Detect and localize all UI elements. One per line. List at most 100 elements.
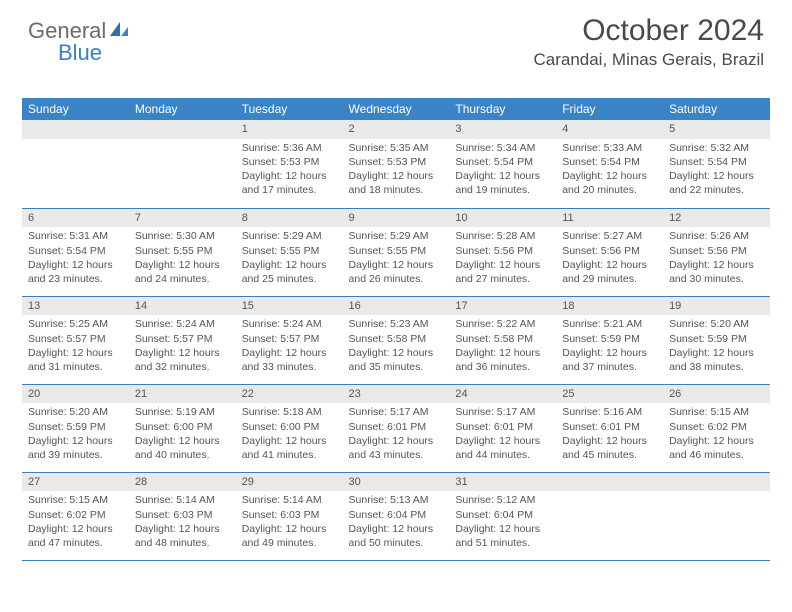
daylight-text-line2: and 39 minutes. <box>28 448 123 462</box>
day-number: 25 <box>556 385 663 404</box>
sunset-text: Sunset: 6:04 PM <box>455 508 550 522</box>
calendar-cell: 17Sunrise: 5:22 AMSunset: 5:58 PMDayligh… <box>449 296 556 384</box>
sunset-text: Sunset: 5:57 PM <box>242 332 337 346</box>
day-number: 11 <box>556 209 663 228</box>
sunrise-text: Sunrise: 5:19 AM <box>135 405 230 419</box>
weekday-wednesday: Wednesday <box>343 98 450 120</box>
sunset-text: Sunset: 6:02 PM <box>28 508 123 522</box>
daylight-text-line1: Daylight: 12 hours <box>669 258 764 272</box>
day-number: 20 <box>22 385 129 404</box>
day-body: Sunrise: 5:26 AMSunset: 5:56 PMDaylight:… <box>663 227 770 290</box>
daylight-text-line2: and 17 minutes. <box>242 183 337 197</box>
calendar-cell: 23Sunrise: 5:17 AMSunset: 6:01 PMDayligh… <box>343 384 450 472</box>
calendar-cell: 14Sunrise: 5:24 AMSunset: 5:57 PMDayligh… <box>129 296 236 384</box>
sunrise-text: Sunrise: 5:21 AM <box>562 317 657 331</box>
sunrise-text: Sunrise: 5:15 AM <box>669 405 764 419</box>
sunset-text: Sunset: 6:02 PM <box>669 420 764 434</box>
daylight-text-line1: Daylight: 12 hours <box>28 258 123 272</box>
sunrise-text: Sunrise: 5:27 AM <box>562 229 657 243</box>
day-number-empty <box>22 120 129 139</box>
sunset-text: Sunset: 5:55 PM <box>349 244 444 258</box>
sunrise-text: Sunrise: 5:29 AM <box>242 229 337 243</box>
daylight-text-line2: and 44 minutes. <box>455 448 550 462</box>
sunrise-text: Sunrise: 5:28 AM <box>455 229 550 243</box>
sunrise-text: Sunrise: 5:15 AM <box>28 493 123 507</box>
day-body: Sunrise: 5:35 AMSunset: 5:53 PMDaylight:… <box>343 139 450 202</box>
sunrise-text: Sunrise: 5:32 AM <box>669 141 764 155</box>
sunset-text: Sunset: 6:01 PM <box>562 420 657 434</box>
sunrise-text: Sunrise: 5:20 AM <box>669 317 764 331</box>
day-body: Sunrise: 5:31 AMSunset: 5:54 PMDaylight:… <box>22 227 129 290</box>
daylight-text-line1: Daylight: 12 hours <box>455 346 550 360</box>
calendar-cell: 3Sunrise: 5:34 AMSunset: 5:54 PMDaylight… <box>449 120 556 208</box>
day-body: Sunrise: 5:21 AMSunset: 5:59 PMDaylight:… <box>556 315 663 378</box>
daylight-text-line2: and 41 minutes. <box>242 448 337 462</box>
calendar-cell: 15Sunrise: 5:24 AMSunset: 5:57 PMDayligh… <box>236 296 343 384</box>
day-number: 8 <box>236 209 343 228</box>
calendar-cell: 27Sunrise: 5:15 AMSunset: 6:02 PMDayligh… <box>22 472 129 560</box>
calendar-week-row: 1Sunrise: 5:36 AMSunset: 5:53 PMDaylight… <box>22 120 770 208</box>
calendar-cell: 30Sunrise: 5:13 AMSunset: 6:04 PMDayligh… <box>343 472 450 560</box>
sunrise-text: Sunrise: 5:23 AM <box>349 317 444 331</box>
daylight-text-line1: Daylight: 12 hours <box>349 169 444 183</box>
daylight-text-line2: and 45 minutes. <box>562 448 657 462</box>
calendar-cell: 22Sunrise: 5:18 AMSunset: 6:00 PMDayligh… <box>236 384 343 472</box>
calendar-cell: 1Sunrise: 5:36 AMSunset: 5:53 PMDaylight… <box>236 120 343 208</box>
day-number: 1 <box>236 120 343 139</box>
daylight-text-line2: and 23 minutes. <box>28 272 123 286</box>
calendar-cell: 11Sunrise: 5:27 AMSunset: 5:56 PMDayligh… <box>556 208 663 296</box>
sunset-text: Sunset: 5:59 PM <box>28 420 123 434</box>
month-title: October 2024 <box>533 14 764 48</box>
daylight-text-line1: Daylight: 12 hours <box>669 169 764 183</box>
weekday-sunday: Sunday <box>22 98 129 120</box>
sunset-text: Sunset: 5:58 PM <box>455 332 550 346</box>
calendar-cell <box>663 472 770 560</box>
day-number: 24 <box>449 385 556 404</box>
sunrise-text: Sunrise: 5:26 AM <box>669 229 764 243</box>
daylight-text-line2: and 51 minutes. <box>455 536 550 550</box>
day-number: 21 <box>129 385 236 404</box>
day-body: Sunrise: 5:14 AMSunset: 6:03 PMDaylight:… <box>129 491 236 554</box>
daylight-text-line2: and 32 minutes. <box>135 360 230 374</box>
sunrise-text: Sunrise: 5:16 AM <box>562 405 657 419</box>
sunrise-text: Sunrise: 5:35 AM <box>349 141 444 155</box>
sunset-text: Sunset: 5:53 PM <box>242 155 337 169</box>
weekday-header-row: Sunday Monday Tuesday Wednesday Thursday… <box>22 98 770 120</box>
logo-sail-icon <box>108 20 130 43</box>
daylight-text-line1: Daylight: 12 hours <box>455 169 550 183</box>
sunrise-text: Sunrise: 5:29 AM <box>349 229 444 243</box>
sunset-text: Sunset: 6:03 PM <box>242 508 337 522</box>
day-body: Sunrise: 5:15 AMSunset: 6:02 PMDaylight:… <box>22 491 129 554</box>
calendar-cell: 29Sunrise: 5:14 AMSunset: 6:03 PMDayligh… <box>236 472 343 560</box>
calendar-cell: 5Sunrise: 5:32 AMSunset: 5:54 PMDaylight… <box>663 120 770 208</box>
calendar-cell: 13Sunrise: 5:25 AMSunset: 5:57 PMDayligh… <box>22 296 129 384</box>
location-label: Carandai, Minas Gerais, Brazil <box>533 50 764 70</box>
calendar-cell: 7Sunrise: 5:30 AMSunset: 5:55 PMDaylight… <box>129 208 236 296</box>
daylight-text-line1: Daylight: 12 hours <box>562 169 657 183</box>
daylight-text-line2: and 49 minutes. <box>242 536 337 550</box>
daylight-text-line2: and 25 minutes. <box>242 272 337 286</box>
daylight-text-line1: Daylight: 12 hours <box>28 522 123 536</box>
weekday-friday: Friday <box>556 98 663 120</box>
sunrise-text: Sunrise: 5:24 AM <box>242 317 337 331</box>
daylight-text-line1: Daylight: 12 hours <box>349 434 444 448</box>
day-number: 19 <box>663 297 770 316</box>
day-body: Sunrise: 5:29 AMSunset: 5:55 PMDaylight:… <box>343 227 450 290</box>
calendar-week-row: 27Sunrise: 5:15 AMSunset: 6:02 PMDayligh… <box>22 472 770 560</box>
calendar-cell: 4Sunrise: 5:33 AMSunset: 5:54 PMDaylight… <box>556 120 663 208</box>
sunrise-text: Sunrise: 5:30 AM <box>135 229 230 243</box>
day-body: Sunrise: 5:34 AMSunset: 5:54 PMDaylight:… <box>449 139 556 202</box>
daylight-text-line2: and 26 minutes. <box>349 272 444 286</box>
sunrise-text: Sunrise: 5:14 AM <box>242 493 337 507</box>
calendar-cell: 25Sunrise: 5:16 AMSunset: 6:01 PMDayligh… <box>556 384 663 472</box>
calendar-cell: 16Sunrise: 5:23 AMSunset: 5:58 PMDayligh… <box>343 296 450 384</box>
daylight-text-line1: Daylight: 12 hours <box>242 522 337 536</box>
daylight-text-line1: Daylight: 12 hours <box>562 346 657 360</box>
sunset-text: Sunset: 6:00 PM <box>242 420 337 434</box>
daylight-text-line1: Daylight: 12 hours <box>135 522 230 536</box>
day-number: 18 <box>556 297 663 316</box>
day-body: Sunrise: 5:25 AMSunset: 5:57 PMDaylight:… <box>22 315 129 378</box>
day-body: Sunrise: 5:19 AMSunset: 6:00 PMDaylight:… <box>129 403 236 466</box>
daylight-text-line1: Daylight: 12 hours <box>242 169 337 183</box>
daylight-text-line1: Daylight: 12 hours <box>135 346 230 360</box>
